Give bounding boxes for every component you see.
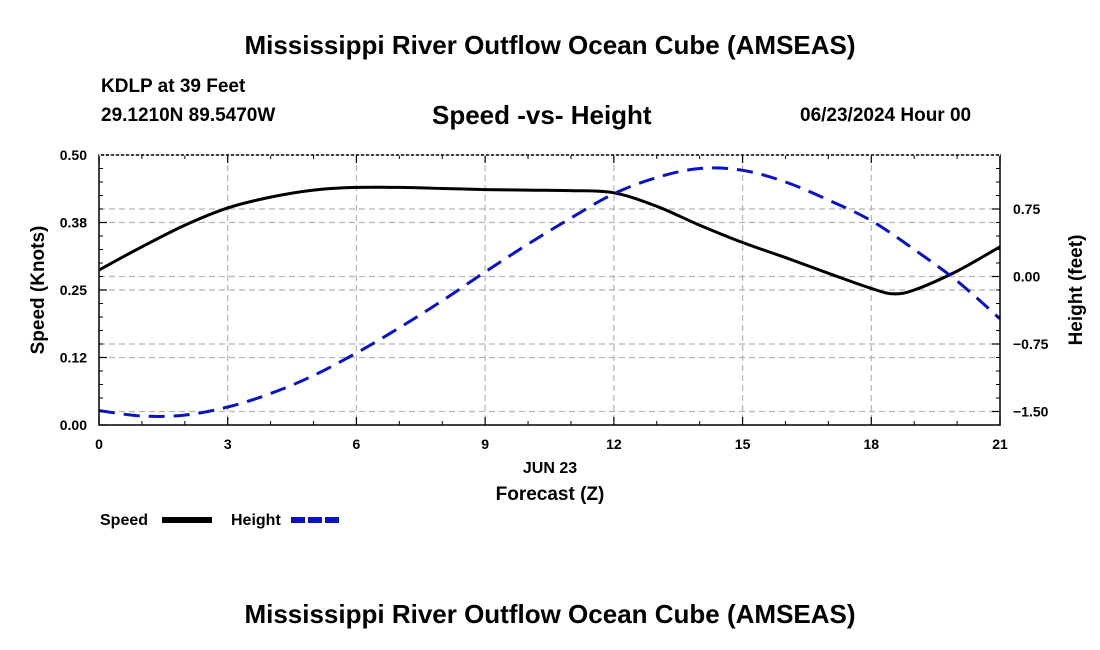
legend-label-speed: Speed	[100, 512, 148, 529]
y-axis-title: Speed (Knots)	[28, 226, 49, 355]
legend: Speed Height	[100, 512, 342, 529]
y-tick-label: 0.00	[60, 417, 87, 433]
legend-label-height: Height	[231, 512, 281, 529]
y2-tick-label: 0.75	[1013, 201, 1040, 217]
y-tick-label: 0.38	[60, 215, 87, 231]
series-layer	[98, 166, 1001, 418]
axis-label-layer: 0 3 6 9 12 15 18 21 0.00 0.12 0.25 0.38 0.50 −1.50 −0.…	[28, 147, 1087, 505]
grid-layer	[99, 155, 1000, 425]
y2-tick-label: 0.00	[1013, 269, 1040, 285]
x-tick-label: 21	[992, 436, 1008, 452]
footer-title: Mississippi River Outflow Ocean Cube (AM…	[244, 599, 856, 629]
x-tick-label: 0	[95, 436, 103, 452]
chart-subtitle: Speed -vs- Height	[432, 100, 652, 130]
x-tick-label: 6	[353, 436, 361, 452]
station-label: KDLP at 39 Feet	[101, 76, 246, 97]
y2-axis-title: Height (feet)	[1066, 235, 1087, 346]
y2-tick-label: −0.75	[1013, 336, 1049, 352]
chart-title: Mississippi River Outflow Ocean Cube (AM…	[244, 30, 856, 60]
x-tick-label: 9	[481, 436, 489, 452]
x-tick-label: 12	[606, 436, 622, 452]
y2-tick-label: −1.50	[1013, 404, 1049, 420]
series-line-speed	[98, 185, 1001, 296]
x-date-label: JUN 23	[523, 460, 577, 477]
x-axis-title: Forecast (Z)	[496, 484, 605, 505]
x-tick-label: 3	[224, 436, 232, 452]
axis-layer	[98, 154, 1001, 426]
series-line-height	[98, 166, 1001, 418]
y-tick-label: 0.50	[60, 147, 87, 163]
forecast-datetime: 06/23/2024 Hour 00	[800, 105, 972, 126]
station-coordinates: 29.1210N 89.5470W	[101, 105, 276, 126]
x-tick-label: 15	[735, 436, 751, 452]
x-tick-label: 18	[863, 436, 879, 452]
y-tick-label: 0.25	[60, 282, 87, 298]
y-tick-label: 0.12	[60, 350, 87, 366]
